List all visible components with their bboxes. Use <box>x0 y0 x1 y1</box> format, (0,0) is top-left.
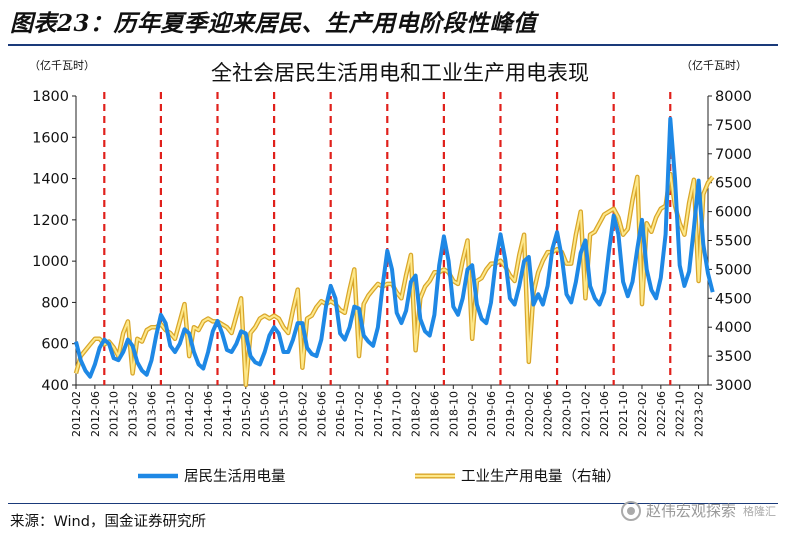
left-tick-label: 1400 <box>32 172 69 188</box>
figure-title: 图表23：历年夏季迎来居民、生产用电阶段性峰值 <box>10 10 537 37</box>
x-tick-label: 2021-06 <box>598 391 611 437</box>
right-unit-label: （亿千瓦时） <box>681 59 747 72</box>
right-tick-label: 5000 <box>715 262 752 278</box>
x-tick-label: 2016-06 <box>315 391 328 437</box>
x-tick-label: 2012-10 <box>108 391 121 437</box>
x-tick-label: 2015-06 <box>259 391 272 437</box>
x-tick-label: 2017-06 <box>372 391 385 437</box>
x-tick-label: 2022-06 <box>655 391 668 437</box>
right-tick-label: 3500 <box>715 349 752 365</box>
x-tick-label: 2013-10 <box>164 391 177 437</box>
chart-svg: 全社会居民生活用电和工业生产用电表现 （亿千瓦时） （亿千瓦时） 400 600 8… <box>29 59 752 485</box>
x-tick-label: 2020-02 <box>523 391 536 437</box>
watermark: 赵伟宏观探索 格隆汇 <box>620 500 776 521</box>
x-tick-label: 2021-02 <box>579 391 592 437</box>
x-tick-label: 2012-02 <box>70 391 83 437</box>
x-tick-label: 2013-02 <box>127 391 140 437</box>
series-residential-line <box>74 116 715 379</box>
right-tick-label: 3000 <box>715 378 752 394</box>
x-tick-label: 2016-02 <box>296 391 309 437</box>
right-tick-label: 6500 <box>715 176 752 192</box>
chart-title: 全社会居民生活用电和工业生产用电表现 <box>211 61 589 85</box>
x-tick-label: 2017-10 <box>391 391 404 437</box>
watermark-text: 赵伟宏观探索 <box>645 502 736 520</box>
x-tick-label: 2012-06 <box>89 391 102 437</box>
watermark-sub: 格隆汇 <box>743 504 776 518</box>
wechat-logo-icon <box>620 500 641 521</box>
x-tick-label: 2019-06 <box>485 391 498 437</box>
right-tick-label: 6000 <box>715 205 752 221</box>
legend-residential-label: 居民生活用电量 <box>184 468 286 485</box>
x-tick-label: 2019-10 <box>504 391 517 437</box>
title-rule <box>8 44 778 46</box>
x-tick-label: 2019-02 <box>466 391 479 437</box>
source-note: 来源：Wind，国金证券研究所 <box>10 514 206 530</box>
right-tick-label: 4500 <box>715 291 752 307</box>
left-tick-label: 1200 <box>32 213 69 229</box>
footer-rule <box>8 503 778 504</box>
x-tick-label: 2014-02 <box>183 391 196 437</box>
left-tick-label: 600 <box>41 337 69 353</box>
x-tick-label: 2018-10 <box>447 391 460 437</box>
x-tick-label: 2020-06 <box>542 391 555 437</box>
x-tick-label: 2014-10 <box>221 391 234 437</box>
right-tick-label: 7000 <box>715 147 752 163</box>
right-tick-label: 8000 <box>715 89 752 105</box>
x-tick-label: 2018-06 <box>428 391 441 437</box>
right-tick-label: 7500 <box>715 118 752 134</box>
x-tick-label: 2017-02 <box>353 391 366 437</box>
x-tick-label: 2014-06 <box>202 391 215 437</box>
left-tick-label: 1600 <box>32 130 69 146</box>
left-tick-label: 1800 <box>32 89 69 105</box>
x-tick-label: 2022-10 <box>674 391 687 437</box>
x-tick-label: 2018-02 <box>410 391 423 437</box>
left-unit-label: （亿千瓦时） <box>29 59 95 72</box>
x-tick-label: 2021-10 <box>617 391 630 437</box>
x-tick-label: 2016-10 <box>334 391 347 437</box>
x-tick-label: 2023-02 <box>693 391 706 437</box>
left-tick-label: 400 <box>41 378 69 394</box>
x-tick-label: 2020-10 <box>561 391 574 437</box>
axes: 400 600 800 1000 1200 1400 1600 1800 3000 3500 400… <box>32 89 752 437</box>
legend: 居民生活用电量 工业生产用电量（右轴） <box>138 468 621 485</box>
legend-industrial-label: 工业生产用电量（右轴） <box>461 468 621 485</box>
x-tick-label: 2022-02 <box>636 391 649 437</box>
x-tick-label: 2013-06 <box>145 391 158 437</box>
x-tick-label: 2015-02 <box>240 391 253 437</box>
left-tick-label: 800 <box>41 295 69 311</box>
left-tick-label: 1000 <box>32 254 69 270</box>
x-tick-label: 2015-10 <box>278 391 291 437</box>
series-lines <box>73 116 715 388</box>
right-tick-label: 5500 <box>715 234 752 250</box>
right-tick-label: 4000 <box>715 320 752 336</box>
